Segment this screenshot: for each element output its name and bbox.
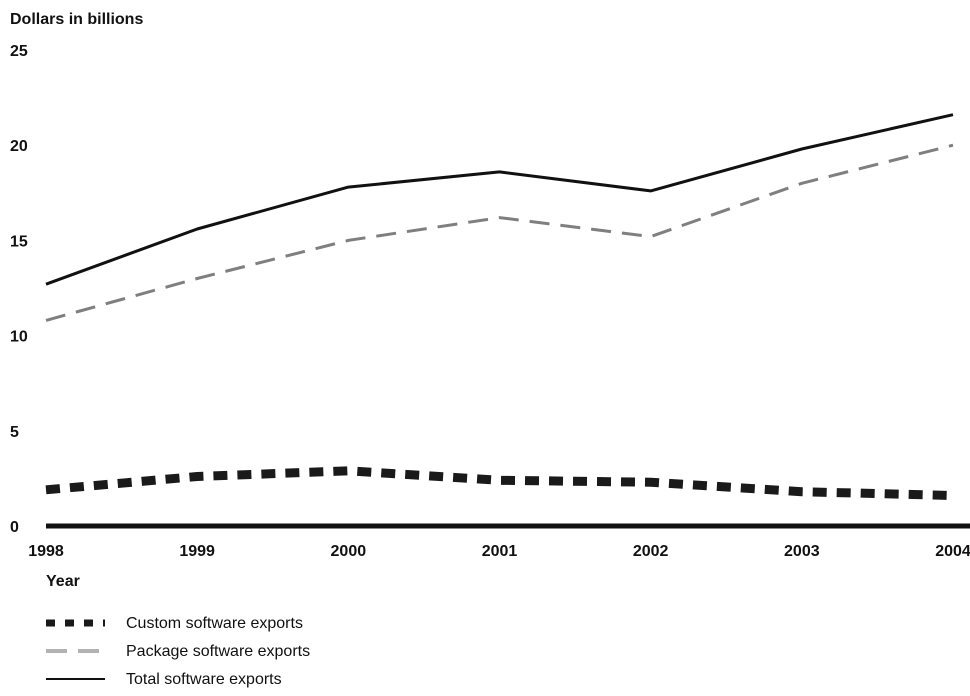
x-tick-label: 2000 — [331, 543, 367, 560]
x-tick-label: 2002 — [633, 543, 669, 560]
y-axis-title: Dollars in billions — [10, 11, 143, 28]
y-tick-label: 10 — [10, 329, 28, 346]
legend-label: Total software exports — [126, 671, 282, 688]
x-axis-ticks: 1998 1999 2000 2001 2002 2003 2004 — [28, 543, 970, 560]
legend-label: Custom software exports — [126, 615, 303, 632]
y-tick-label: 20 — [10, 138, 28, 155]
y-tick-label: 15 — [10, 233, 28, 250]
legend-label: Package software exports — [126, 643, 310, 660]
series-line-1 — [45, 466, 954, 500]
series-layer — [45, 113, 954, 500]
y-tick-label: 0 — [10, 519, 19, 536]
x-tick-label: 2001 — [482, 543, 518, 560]
x-axis-title: Year — [46, 573, 80, 590]
y-axis-ticks: 0 5 10 15 20 25 — [10, 43, 28, 536]
x-tick-label: 2003 — [784, 543, 820, 560]
x-tick-label: 1998 — [28, 543, 64, 560]
series-line-3 — [45, 113, 954, 286]
y-tick-label: 5 — [10, 424, 19, 441]
x-tick-label: 2004 — [935, 543, 970, 560]
y-tick-label: 25 — [10, 43, 28, 60]
legend: Custom software exports Package software … — [46, 615, 310, 688]
series-line-2 — [45, 143, 954, 322]
x-tick-label: 1999 — [179, 543, 215, 560]
